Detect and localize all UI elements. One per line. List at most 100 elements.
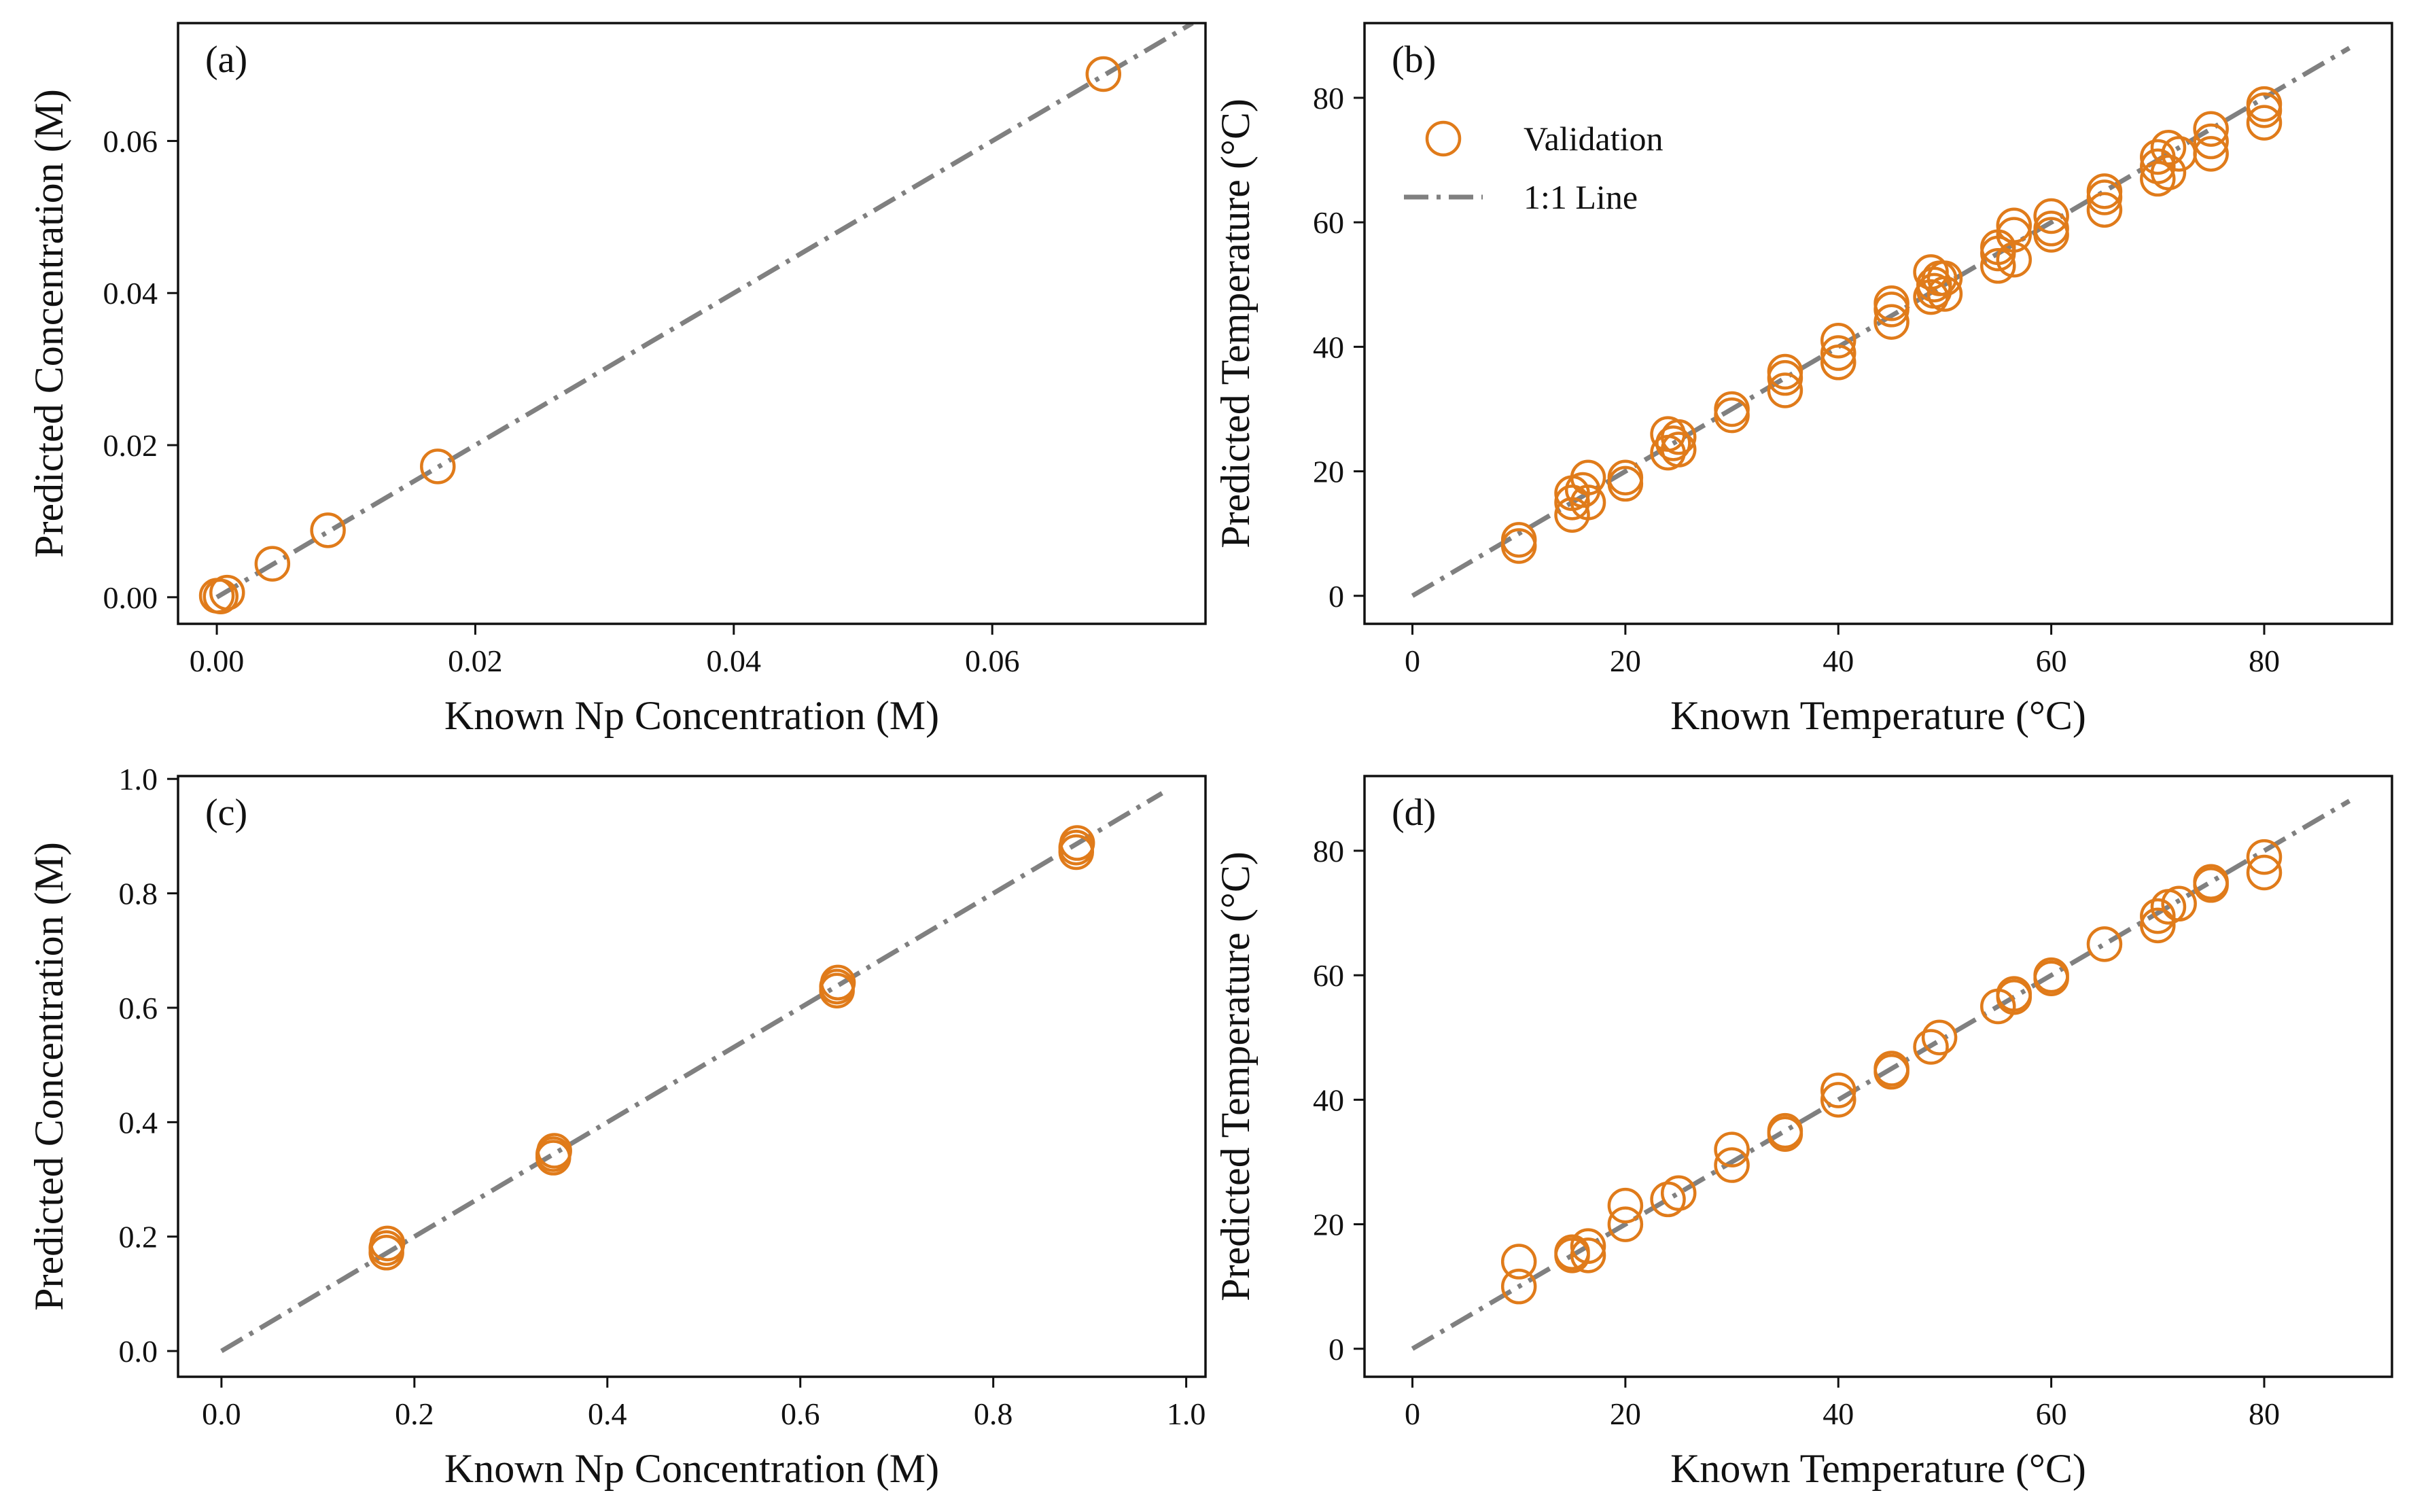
y-tick-label: 0.02 — [103, 428, 158, 463]
data-point — [2086, 926, 2123, 962]
x-tick-label: 40 — [1823, 644, 1854, 678]
y-tick-label: 0 — [1328, 579, 1344, 614]
plot-area — [220, 791, 1163, 1354]
data-point — [2193, 136, 2229, 172]
data-point — [2246, 854, 2283, 891]
data-point — [1607, 1206, 1644, 1242]
data-point — [2193, 123, 2229, 160]
panel-d: 0 20 40 60 80 0 20 40 60 80 Known Temperature (°C)… — [1213, 775, 2393, 1491]
data-point — [1660, 419, 1697, 455]
data-point — [1655, 425, 1691, 461]
data-point — [1570, 459, 1606, 495]
x-tick-label: 0.8 — [974, 1396, 1013, 1431]
data-point — [1607, 459, 1644, 495]
x-tick-label: 80 — [2249, 644, 2280, 678]
data-point — [1500, 1244, 1537, 1280]
y-tick-label: 80 — [1313, 81, 1344, 116]
data-point — [1921, 1019, 1958, 1055]
y-tick-label: 60 — [1313, 958, 1344, 993]
plot-area — [1411, 46, 2351, 598]
data-point — [1996, 241, 2032, 278]
data-point — [310, 512, 346, 548]
data-point — [1767, 353, 1803, 390]
x-tick-label: 0 — [1405, 644, 1420, 678]
data-point — [2150, 129, 2187, 166]
x-tick-label: 40 — [1823, 1396, 1854, 1431]
data-point — [2140, 907, 2176, 944]
panel-label: (c) — [205, 792, 247, 834]
data-point — [1500, 522, 1537, 558]
panel-label: (a) — [205, 39, 247, 81]
y-tick-label: 1.0 — [119, 762, 158, 796]
plot-frame — [1363, 22, 2393, 625]
data-point — [1085, 56, 1122, 92]
data-point — [1926, 276, 1963, 312]
data-point — [1820, 1072, 1856, 1108]
x-tick-label: 20 — [1610, 644, 1641, 678]
legend-label: Validation — [1524, 120, 1664, 158]
data-point — [2086, 173, 2123, 209]
y-tick-label: 0.00 — [103, 580, 158, 615]
y-tick-label: 40 — [1313, 330, 1344, 364]
y-tick-label: 0.06 — [103, 124, 158, 158]
data-point — [1913, 279, 1949, 315]
data-point — [1660, 432, 1697, 468]
data-point — [1926, 260, 1963, 296]
data-point — [2246, 839, 2283, 875]
plot-area — [1411, 798, 2351, 1351]
data-point — [1714, 391, 1750, 427]
y-axis-label: Predicted Concentration (M) — [27, 842, 71, 1311]
data-point — [2140, 148, 2176, 184]
data-point — [2193, 111, 2229, 147]
data-point — [369, 1225, 406, 1262]
data-point — [1913, 1029, 1949, 1065]
data-point — [1996, 217, 2032, 253]
panel-label: (b) — [1392, 39, 1436, 81]
x-tick-label: 0.06 — [965, 644, 1020, 678]
x-tick-label: 0.04 — [707, 644, 762, 678]
data-point — [2033, 198, 2069, 234]
data-point — [1059, 825, 1095, 861]
data-point — [1570, 1228, 1606, 1264]
x-tick-label: 0.2 — [395, 1396, 434, 1431]
x-tick-label: 0.00 — [190, 644, 245, 678]
data-point — [1916, 266, 1952, 302]
panel-label: (d) — [1392, 792, 1436, 834]
y-tick-label: 0.4 — [119, 1105, 158, 1140]
x-tick-label: 60 — [2036, 1396, 2067, 1431]
y-tick-label: 0 — [1328, 1332, 1344, 1367]
data-point — [536, 1133, 572, 1169]
x-tick-label: 60 — [2036, 644, 2067, 678]
data-point — [1570, 485, 1606, 521]
data-point — [1554, 1234, 1590, 1271]
one-to-one-line — [215, 23, 1194, 599]
data-point — [1714, 1131, 1750, 1167]
plot-frame — [1363, 775, 2393, 1378]
data-point — [1607, 1187, 1644, 1224]
y-tick-label: 0.04 — [103, 276, 158, 311]
y-axis-label: Predicted Temperature (°C) — [1213, 851, 1258, 1301]
panel-c: 0.0 0.2 0.4 0.6 0.8 1.0 0.0 0.2 0.4 0.6 0.8 1.0 Know… — [27, 762, 1207, 1491]
data-point — [1873, 304, 1910, 340]
data-point — [2086, 192, 2123, 228]
data-point — [1714, 1147, 1750, 1183]
legend-marker-validation — [1425, 120, 1462, 157]
plot-area — [198, 23, 1194, 614]
data-point — [820, 964, 856, 1001]
x-tick-label: 1.0 — [1167, 1396, 1206, 1431]
x-tick-label: 0.02 — [448, 644, 503, 678]
data-point — [1820, 322, 1856, 359]
y-axis-label: Predicted Concentration (M) — [27, 89, 71, 558]
y-tick-label: 80 — [1313, 834, 1344, 868]
data-point — [1996, 207, 2032, 243]
y-tick-label: 0.0 — [119, 1334, 158, 1369]
data-point — [2033, 957, 2069, 994]
data-point — [1650, 1181, 1686, 1218]
data-point — [1980, 248, 2016, 284]
legend: Validation 1:1 Line — [1404, 120, 1664, 216]
data-point — [1996, 976, 2032, 1012]
panel-a: 0.00 0.02 0.04 0.06 0.00 0.02 0.04 0.06 Known Np… — [27, 22, 1207, 738]
data-point — [254, 546, 291, 582]
data-point — [2033, 211, 2069, 247]
